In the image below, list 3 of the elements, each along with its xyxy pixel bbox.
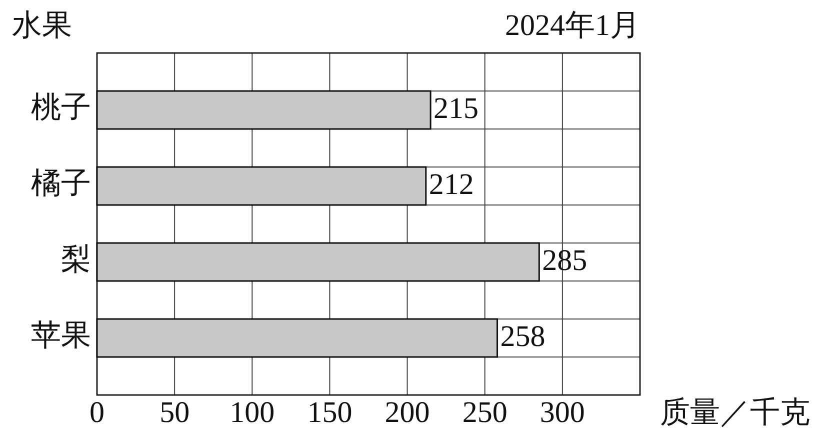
xlabel: 质量／千克 bbox=[660, 396, 810, 429]
ylabel: 水果 bbox=[12, 8, 72, 42]
title: 2024年1月 bbox=[505, 8, 640, 42]
